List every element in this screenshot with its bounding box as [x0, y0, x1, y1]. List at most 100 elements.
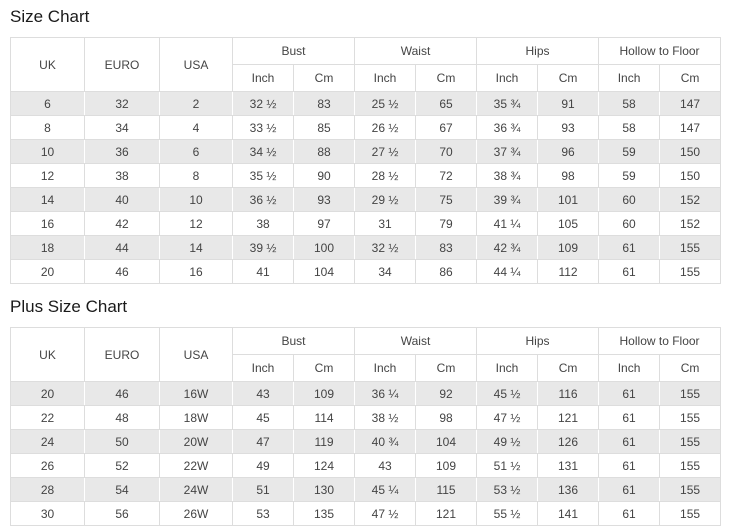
- col-header-hips-inch: Inch: [476, 64, 539, 92]
- size-chart-body: 6 32 2 32 ½ 83 25 ½ 65 35 ¾ 91 58 147 8 34 4 33 ½ 85 26 …: [10, 91, 722, 284]
- col-header-waist-cm: Cm: [415, 64, 478, 92]
- col-header-waist-cm: Cm: [415, 354, 478, 382]
- col-header-hollow-inch: Inch: [598, 354, 661, 382]
- table-cell: 58: [598, 91, 661, 116]
- table-cell: 61: [598, 381, 661, 406]
- col-header-hips: Hips: [476, 327, 600, 355]
- table-cell: 37 ¾: [476, 139, 539, 164]
- table-cell: 35 ¾: [476, 91, 539, 116]
- table-cell: 26W: [159, 501, 233, 526]
- table-cell: 38 ¾: [476, 163, 539, 188]
- table-cell: 46: [84, 259, 160, 284]
- table-cell: 86: [415, 259, 478, 284]
- table-row: 26 52 22W 49 124 43 109 51 ½ 131 61 155: [10, 453, 722, 478]
- table-cell: 32 ½: [354, 235, 417, 260]
- plus-size-chart-table: UK EURO USA Bust Waist Hips Hollow to Fl…: [10, 327, 722, 526]
- col-header-usa: USA: [159, 327, 233, 382]
- table-cell: 61: [598, 259, 661, 284]
- table-row: 22 48 18W 45 114 38 ½ 98 47 ½ 121 61 155: [10, 405, 722, 430]
- table-row: 8 34 4 33 ½ 85 26 ½ 67 36 ¾ 93 58 147: [10, 115, 722, 140]
- header-row-groups: UK EURO USA Bust Waist Hips Hollow to Fl…: [10, 327, 722, 382]
- table-cell: 58: [598, 115, 661, 140]
- header-row-groups: UK EURO USA Bust Waist Hips Hollow to Fl…: [10, 37, 722, 92]
- col-header-bust-inch: Inch: [232, 354, 294, 382]
- table-cell: 6: [159, 139, 233, 164]
- table-cell: 42 ¾: [476, 235, 539, 260]
- col-header-waist-inch: Inch: [354, 64, 417, 92]
- table-cell: 141: [537, 501, 600, 526]
- col-header-bust: Bust: [231, 327, 356, 355]
- table-cell: 115: [415, 477, 478, 502]
- table-cell: 60: [598, 211, 661, 236]
- table-cell: 59: [598, 163, 661, 188]
- table-cell: 61: [598, 501, 661, 526]
- table-cell: 45 ½: [476, 381, 539, 406]
- table-cell: 52: [84, 453, 160, 478]
- table-cell: 90: [292, 163, 356, 188]
- size-chart-table: UK EURO USA Bust Waist Hips Hollow to Fl…: [10, 37, 722, 284]
- table-cell: 6: [10, 91, 85, 116]
- table-cell: 49 ½: [476, 429, 539, 454]
- table-cell: 61: [598, 453, 661, 478]
- table-cell: 40 ¾: [354, 429, 417, 454]
- table-cell: 31: [354, 211, 417, 236]
- table-row: 18 44 14 39 ½ 100 32 ½ 83 42 ¾ 109 61 155: [10, 235, 722, 260]
- table-cell: 36 ¼: [354, 381, 417, 406]
- table-cell: 46: [84, 381, 160, 406]
- table-cell: 47 ½: [354, 501, 417, 526]
- col-header-bust: Bust: [231, 37, 356, 65]
- table-cell: 36 ½: [232, 187, 294, 212]
- table-cell: 43: [232, 381, 294, 406]
- table-cell: 44: [84, 235, 160, 260]
- table-cell: 39 ½: [232, 235, 294, 260]
- table-cell: 130: [292, 477, 356, 502]
- table-cell: 40: [84, 187, 160, 212]
- table-cell: 155: [659, 477, 722, 502]
- col-header-bust-inch: Inch: [232, 64, 294, 92]
- table-cell: 54: [84, 477, 160, 502]
- table-cell: 18W: [159, 405, 233, 430]
- table-cell: 98: [537, 163, 600, 188]
- table-cell: 35 ½: [232, 163, 294, 188]
- table-cell: 61: [598, 477, 661, 502]
- table-cell: 70: [415, 139, 478, 164]
- table-cell: 20W: [159, 429, 233, 454]
- table-cell: 22: [10, 405, 85, 430]
- col-header-hips-cm: Cm: [537, 64, 600, 92]
- table-cell: 48: [84, 405, 160, 430]
- table-cell: 49: [232, 453, 294, 478]
- col-header-waist: Waist: [354, 327, 478, 355]
- table-cell: 152: [659, 187, 722, 212]
- table-cell: 88: [292, 139, 356, 164]
- table-cell: 97: [292, 211, 356, 236]
- col-header-usa: USA: [159, 37, 233, 92]
- table-cell: 147: [659, 91, 722, 116]
- table-cell: 79: [415, 211, 478, 236]
- table-cell: 121: [537, 405, 600, 430]
- table-cell: 119: [292, 429, 356, 454]
- table-cell: 28: [10, 477, 85, 502]
- table-cell: 20: [10, 381, 85, 406]
- table-cell: 155: [659, 453, 722, 478]
- table-cell: 60: [598, 187, 661, 212]
- table-cell: 24: [10, 429, 85, 454]
- table-row: 24 50 20W 47 119 40 ¾ 104 49 ½ 126 61 155: [10, 429, 722, 454]
- table-cell: 61: [598, 429, 661, 454]
- table-cell: 83: [415, 235, 478, 260]
- table-row: 20 46 16 41 104 34 86 44 ¼ 112 61 155: [10, 259, 722, 284]
- table-cell: 38: [84, 163, 160, 188]
- col-header-hips-inch: Inch: [476, 354, 539, 382]
- table-cell: 30: [10, 501, 85, 526]
- table-cell: 2: [159, 91, 233, 116]
- table-cell: 12: [159, 211, 233, 236]
- table-cell: 131: [537, 453, 600, 478]
- table-cell: 14: [159, 235, 233, 260]
- table-cell: 56: [84, 501, 160, 526]
- table-cell: 38 ½: [354, 405, 417, 430]
- col-header-hips-cm: Cm: [537, 354, 600, 382]
- col-header-euro: EURO: [84, 327, 160, 382]
- table-row: 28 54 24W 51 130 45 ¼ 115 53 ½ 136 61 155: [10, 477, 722, 502]
- table-cell: 109: [537, 235, 600, 260]
- table-row: 16 42 12 38 97 31 79 41 ¼ 105 60 152: [10, 211, 722, 236]
- table-cell: 34 ½: [232, 139, 294, 164]
